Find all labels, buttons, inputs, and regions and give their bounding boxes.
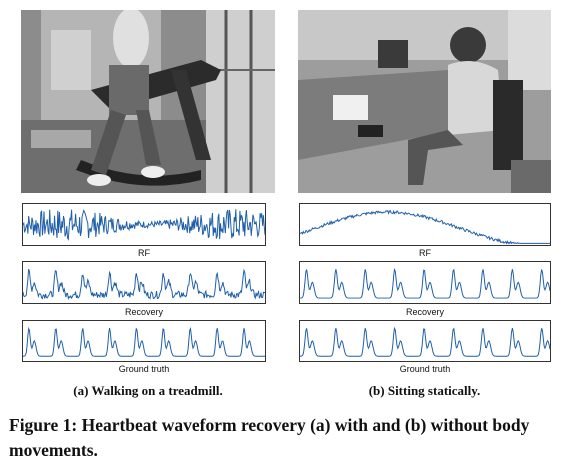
waveform-a-recovery (23, 268, 265, 301)
waveform-line (300, 267, 550, 299)
figure-caption: Figure 1: Heartbeat waveform recovery (a… (9, 415, 530, 460)
waveform-b-ground-truth (300, 326, 550, 357)
subcaption-a: (a) Walking on a treadmill. (73, 383, 223, 398)
waveform-line (23, 268, 265, 301)
photo-treadmill (21, 10, 275, 193)
label-a-recovery: Recovery (124, 307, 163, 317)
label-b-recovery: Recovery (405, 307, 444, 317)
plot-b-rf (299, 203, 551, 246)
photo-sitting (298, 10, 551, 193)
label-a-ground-truth: Ground truth (118, 364, 170, 374)
plot-a-recovery (22, 261, 266, 304)
plot-b-recovery (299, 261, 551, 304)
label-a-rf: RF (138, 248, 150, 258)
waveform-line (300, 209, 550, 245)
waveform-line (23, 326, 265, 357)
waveform-b-recovery (300, 267, 550, 299)
subcaption-b: (b) Sitting statically. (368, 383, 481, 398)
plot-a-rf (22, 203, 266, 246)
waveform-line (300, 326, 550, 357)
waveform-a-rf (23, 209, 265, 241)
plot-b-ground-truth (299, 320, 551, 362)
waveform-a-ground-truth (23, 326, 265, 357)
plot-a-ground-truth (22, 320, 266, 362)
label-b-rf: RF (419, 248, 431, 258)
label-b-ground-truth: Ground truth (399, 364, 451, 374)
waveform-b-rf (300, 209, 550, 245)
waveform-line (23, 209, 265, 241)
